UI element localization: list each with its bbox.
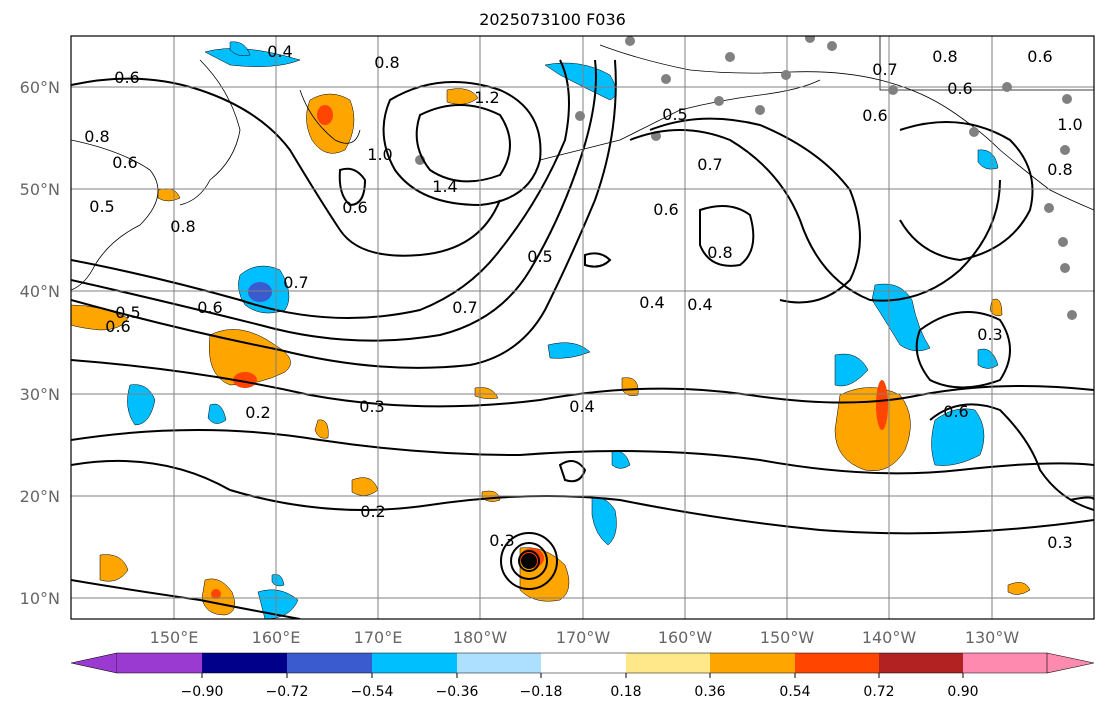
- contour-label: 0.8: [707, 243, 732, 262]
- map-frame: [70, 35, 1095, 620]
- colorbar-tick-label: −0.90: [181, 684, 224, 700]
- colorbar-tick-label: 0.72: [863, 684, 894, 700]
- contour-label: 0.7: [872, 60, 897, 79]
- colorbar-tick-label: 0.90: [947, 684, 978, 700]
- lon-label: 170°E: [354, 628, 403, 647]
- contour-label: 0.7: [283, 273, 308, 292]
- colorbar-tick-label: −0.54: [351, 684, 394, 700]
- contour-label: 1.4: [432, 177, 457, 196]
- colorbar-segment: [795, 653, 879, 673]
- colorbar-tick-label: −0.36: [436, 684, 479, 700]
- colorbar-segment: [202, 653, 287, 673]
- lon-label: 180°W: [453, 628, 508, 647]
- contour-label: 0.6: [653, 200, 678, 219]
- colorbar-segment: [710, 653, 795, 673]
- lon-label: 150°W: [760, 628, 815, 647]
- colorbar-segment: [457, 653, 541, 673]
- contour-label: 0.6: [862, 106, 887, 125]
- contour-label: 0.8: [932, 47, 957, 66]
- colorbar: −0.90 −0.72 −0.54 −0.36 −0.18 0.18 0.36 …: [70, 652, 1095, 700]
- contour-label: 0.3: [359, 397, 384, 416]
- coastlines: [71, 36, 1094, 291]
- contour-label: 0.3: [489, 531, 514, 550]
- contour-label: 1.2: [474, 88, 499, 107]
- colorbar-segment: [963, 653, 1047, 673]
- contour-label: 0.6: [943, 402, 968, 421]
- contour-label: 0.4: [687, 295, 712, 314]
- contour-label: 0.2: [245, 403, 270, 422]
- lat-label: 10°N: [20, 589, 60, 608]
- chart-title: 2025073100 F036: [479, 10, 626, 29]
- contour-label: 0.5: [89, 197, 114, 216]
- lat-label: 30°N: [20, 385, 60, 404]
- contour-label: 0.6: [197, 298, 222, 317]
- colorbar-segment: [1046, 652, 1095, 674]
- contour-label: 0.6: [947, 79, 972, 98]
- lat-label: 40°N: [20, 282, 60, 301]
- colorbar-tick-label: 0.36: [694, 684, 725, 700]
- colorbar-segment: [879, 653, 963, 673]
- colorbar-tick-label: −0.72: [266, 684, 309, 700]
- lon-label: 160°W: [658, 628, 713, 647]
- contour-label: 0.4: [569, 397, 594, 416]
- colorbar-tick-label: 0.18: [610, 684, 641, 700]
- contour-label: 0.8: [374, 53, 399, 72]
- contour-label: 0.6: [114, 68, 139, 87]
- colorbar-segment: [287, 653, 372, 673]
- lon-label: 140°W: [862, 628, 917, 647]
- contour-label: 0.8: [1047, 160, 1072, 179]
- contour-label: 0.5: [662, 105, 687, 124]
- contour-label: 1.0: [1057, 115, 1082, 134]
- storm-center-marker: [521, 553, 537, 569]
- colorbar-segment: [117, 653, 202, 673]
- contour-label: 0.5: [527, 247, 552, 266]
- contour-label: 0.8: [170, 217, 195, 236]
- lon-label: 130°W: [965, 628, 1020, 647]
- contour-label-group: 0.4 0.6 0.8 0.8 0.6 0.6 0.7 0.8 0.6 1.2 …: [84, 42, 1082, 552]
- colorbar-segment: [372, 653, 457, 673]
- lat-label: 20°N: [20, 487, 60, 506]
- contour-label: 0.2: [360, 502, 385, 521]
- contour-label: 0.8: [84, 127, 109, 146]
- colorbar-tick-label: −0.18: [520, 684, 563, 700]
- longitude-labels: 150°E 160°E 170°E 180°W 170°W 160°W 150°…: [150, 628, 1020, 647]
- contour-label: 0.3: [1047, 533, 1072, 552]
- contour-label: 0.6: [1027, 47, 1052, 66]
- latitude-labels: 60°N 50°N 40°N 30°N 20°N 10°N: [20, 78, 60, 608]
- lat-label: 50°N: [20, 180, 60, 199]
- contour-label: 0.5: [115, 303, 140, 322]
- lon-label: 170°W: [556, 628, 611, 647]
- colorbar-tick-label: 0.54: [779, 684, 810, 700]
- contour-label: 0.6: [105, 317, 130, 336]
- contour-label: 0.4: [639, 293, 664, 312]
- contour-label: 0.7: [452, 298, 477, 317]
- contour-label: 1.0: [367, 145, 392, 164]
- contour-label: 0.7: [697, 155, 722, 174]
- colorbar-segment: [70, 652, 118, 674]
- colorbar-segment: [626, 653, 710, 673]
- lat-label: 60°N: [20, 78, 60, 97]
- contour-label: 0.6: [342, 198, 367, 217]
- contour-label: 0.4: [267, 42, 292, 61]
- lon-label: 150°E: [150, 628, 199, 647]
- lon-label: 160°E: [252, 628, 301, 647]
- contour-label: 0.6: [112, 153, 137, 172]
- graticule: [71, 36, 1094, 619]
- colorbar-segment: [541, 653, 626, 673]
- contour-label: 0.3: [977, 325, 1002, 344]
- shaded-anomalies: [71, 41, 1031, 619]
